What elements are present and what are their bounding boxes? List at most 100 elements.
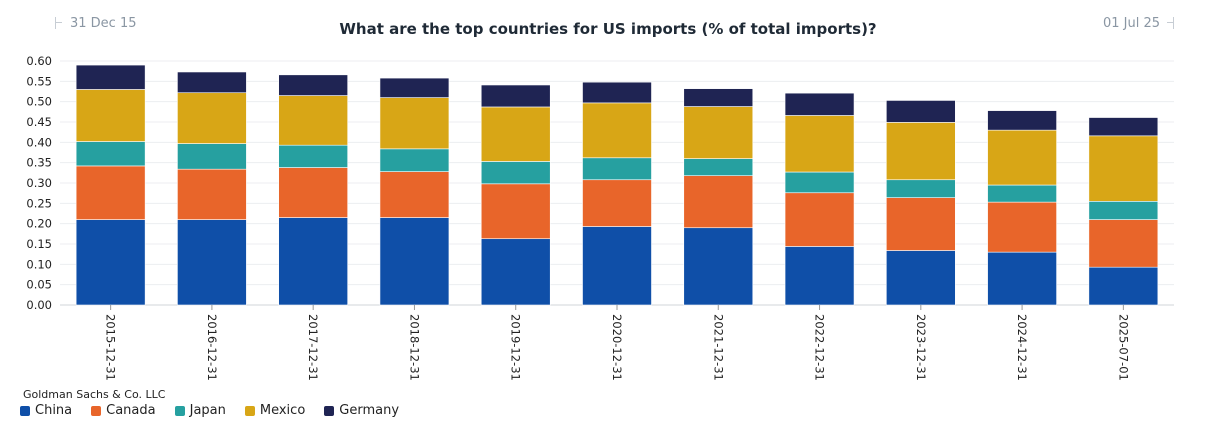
bar-segment-japan[interactable] [177,143,247,170]
y-tick-label: 0.35 [26,156,52,170]
legend: China Canada Japan Mexico Germany [20,403,418,418]
bar-segment-japan[interactable] [379,148,450,172]
bar-segment-canada[interactable] [379,171,450,218]
bar-segment-mexico[interactable] [278,95,348,146]
bar-segment-japan[interactable] [1088,201,1159,220]
bar-segment-canada[interactable] [987,201,1057,253]
legend-swatch [174,405,185,416]
y-tick-label: 0.30 [26,176,52,190]
bar-segment-germany[interactable] [886,100,956,123]
legend-item-china[interactable]: China [20,403,72,418]
x-tick-label: 2021-12-31 [711,314,725,381]
x-tick-label: 2020-12-31 [610,314,624,381]
legend-swatch [91,405,102,416]
y-tick-label: 0.20 [26,217,52,231]
legend-item-japan[interactable]: Japan [174,403,226,418]
bars [75,64,1159,306]
x-tick-label: 2018-12-31 [407,314,421,381]
y-tick-label: 0.15 [26,237,52,251]
bar-segment-japan[interactable] [75,141,146,167]
y-tick-label: 0.25 [26,196,52,210]
y-tick-label: 0.00 [26,298,52,312]
bar-segment-canada[interactable] [75,165,146,220]
bar-segment-canada[interactable] [683,175,754,229]
bar-segment-germany[interactable] [683,88,754,107]
bar-segment-mexico[interactable] [379,97,450,150]
y-axis: 0.00 0.05 0.10 0.15 0.20 0.25 0.30 0.35 0.40 0.45… [26,54,52,312]
range-start-label[interactable]: 31 Dec 15 [70,16,137,31]
x-tick-label: 2025-07-01 [1116,314,1130,381]
bar-segment-japan[interactable] [278,144,348,168]
bar-segment-germany[interactable] [784,92,855,116]
bar-segment-china[interactable] [379,217,450,306]
bar-segment-canada[interactable] [886,197,956,251]
bar-segment-canada[interactable] [480,183,551,240]
x-axis: 2015-12-31 2016-12-31 2017-12-31 2018-12-31… [104,305,1130,381]
bar-segment-canada[interactable] [1088,219,1159,268]
y-tick-label: 0.55 [26,74,52,88]
bar-segment-china[interactable] [1088,266,1159,306]
bar-segment-mexico[interactable] [1088,135,1159,202]
bar-segment-china[interactable] [582,226,652,306]
bar-segment-mexico[interactable] [886,122,956,181]
bar-segment-mexico[interactable] [480,106,551,162]
bar-segment-china[interactable] [278,217,348,306]
bar-segment-china[interactable] [75,219,146,306]
bar-segment-china[interactable] [886,250,956,306]
bar-segment-japan[interactable] [683,158,754,176]
bar-segment-germany[interactable] [379,77,450,98]
bar-segment-mexico[interactable] [75,89,146,142]
bar-segment-japan[interactable] [582,157,652,181]
range-end-label[interactable]: 01 Jul 25 [1102,16,1160,31]
range-start-handle[interactable] [55,17,64,29]
x-tick-label: 2019-12-31 [509,314,523,381]
x-tick-label: 2022-12-31 [813,314,827,381]
bar-segment-japan[interactable] [784,171,855,194]
bar-segment-canada[interactable] [582,179,652,227]
legend-label: China [35,403,73,418]
bar-segment-germany[interactable] [987,110,1057,131]
bar-segment-china[interactable] [987,251,1057,306]
legend-swatch [20,405,30,416]
bar-segment-germany[interactable] [75,64,146,90]
bar-segment-mexico[interactable] [582,102,652,159]
x-tick-label: 2017-12-31 [306,314,320,381]
bar-segment-china[interactable] [177,219,247,306]
legend-label: Japan [189,403,226,418]
bar-segment-canada[interactable] [278,167,348,218]
bar-segment-japan[interactable] [886,179,956,198]
y-tick-label: 0.60 [26,54,52,68]
x-tick-label: 2024-12-31 [1015,314,1029,381]
bar-segment-mexico[interactable] [987,129,1057,186]
bar-segment-japan[interactable] [987,184,1057,203]
legend-label: Mexico [259,403,306,418]
bar-segment-canada[interactable] [784,192,855,247]
bar-segment-china[interactable] [784,246,855,306]
bar-segment-japan[interactable] [480,161,551,185]
y-tick-label: 0.45 [26,115,52,129]
x-tick-label: 2016-12-31 [205,314,219,381]
y-tick-label: 0.05 [26,278,52,292]
bar-segment-germany[interactable] [177,71,247,94]
x-tick-label: 2023-12-31 [914,314,928,381]
bar-segment-germany[interactable] [278,74,348,96]
bar-segment-china[interactable] [683,227,754,306]
legend-item-mexico[interactable]: Mexico [244,403,306,418]
legend-swatch [244,405,255,416]
bar-segment-germany[interactable] [582,81,652,104]
range-end-handle[interactable] [1165,17,1174,29]
bar-segment-canada[interactable] [177,168,247,220]
bar-segment-mexico[interactable] [784,115,855,173]
legend-item-germany[interactable]: Germany [324,403,399,418]
bar-segment-germany[interactable] [480,84,551,108]
bar-segment-germany[interactable] [1088,117,1159,137]
bar-segment-china[interactable] [480,238,551,306]
chart-title: What are the top countries for US import… [339,20,877,38]
y-tick-label: 0.40 [26,135,52,149]
legend-label: Canada [106,403,156,418]
legend-item-canada[interactable]: Canada [91,403,156,418]
legend-swatch [324,405,335,416]
x-tick-label: 2015-12-31 [104,314,118,381]
bar-segment-mexico[interactable] [177,92,247,144]
bar-segment-mexico[interactable] [683,106,754,159]
